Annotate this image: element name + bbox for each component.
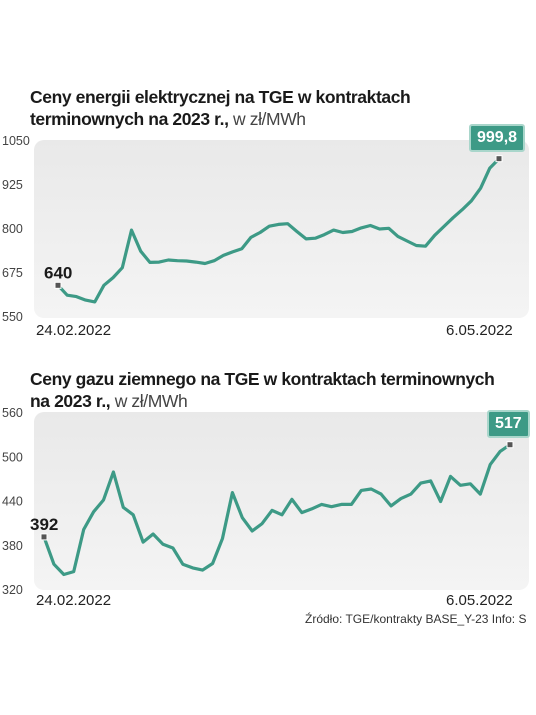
gas-title-line-1: Ceny gazu ziemnego na TGE w kontraktach … [30,369,495,389]
electricity-title-line-1: Ceny energii elektrycznej na TGE w kontr… [30,87,411,107]
gas-start-point [40,533,48,541]
gas-line-chart: 560 500 440 380 320 392 [2,406,514,597]
gas-start-date: 24.02.2022 [36,592,112,609]
gas-ytick-label: 380 [2,539,23,553]
electricity-end-date: 6.05.2022 [446,322,513,339]
gas-ytick-label: 320 [2,583,23,597]
gas-chart-panel: Ceny gazu ziemnego na TGE w kontraktach … [2,368,530,609]
electricity-unit-label: w zł/MWh [233,109,306,129]
electricity-start-date: 24.02.2022 [36,322,112,339]
gas-unit-label: w zł/MWh [114,391,188,411]
electricity-ytick-label: 1050 [2,134,30,148]
electricity-series-line [56,157,501,304]
electricity-end-point [495,155,503,163]
gas-end-date: 6.05.2022 [446,592,513,609]
electricity-end-value-badge: 999,8 [469,124,526,152]
electricity-title-line-2: terminownych na 2023 r., [30,109,229,129]
gas-ytick-label: 560 [2,406,23,420]
gas-chart-title: Ceny gazu ziemnego na TGE w kontraktach … [30,368,495,412]
electricity-ytick-label: 675 [2,266,23,280]
gas-start-value-label: 392 [30,515,58,534]
electricity-plot-area [34,140,529,318]
gas-ytick-label: 500 [2,450,23,464]
electricity-ytick-label: 550 [2,310,23,324]
gas-title-line-2: na 2023 r., [30,391,111,411]
gas-end-point [506,441,514,449]
electricity-ytick-label: 800 [2,222,23,236]
gas-end-value-badge: 517 [487,410,530,438]
gas-ytick-label: 440 [2,495,23,509]
electricity-chart-panel: Ceny energii elektrycznej na TGE w kontr… [0,0,536,345]
electricity-start-value-label: 640 [44,263,72,282]
source-note: Źródło: TGE/kontrakty BASE_Y-23 Info: S [305,612,527,626]
electricity-ytick-label: 925 [2,178,23,192]
gas-series-line [42,443,512,577]
electricity-start-point [54,281,62,289]
electricity-chart-title: Ceny energii elektrycznej na TGE w kontr… [30,86,411,130]
gas-plot-area [34,412,529,590]
electricity-line-chart: 1050 925 800 675 550 640 [2,134,503,324]
